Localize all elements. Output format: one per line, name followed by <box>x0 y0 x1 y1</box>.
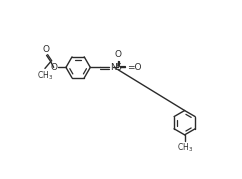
Text: CH$_3$: CH$_3$ <box>176 141 193 154</box>
Text: O: O <box>50 63 57 72</box>
Text: O: O <box>114 50 121 59</box>
Text: =O: =O <box>127 63 141 72</box>
Text: N: N <box>110 63 116 72</box>
Text: O: O <box>43 45 50 54</box>
Text: CH$_3$: CH$_3$ <box>37 69 53 82</box>
Text: S: S <box>115 63 121 72</box>
